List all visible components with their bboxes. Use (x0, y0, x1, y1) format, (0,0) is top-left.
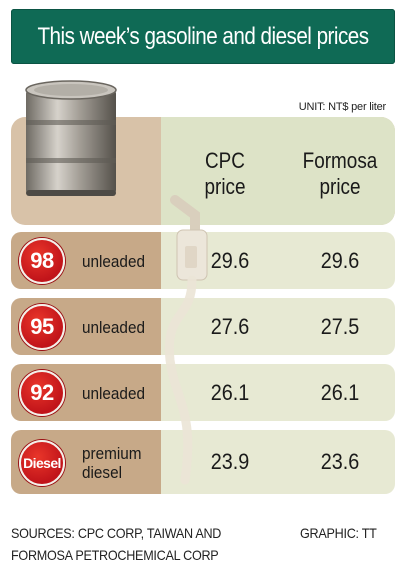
octane-92-badge: 92 (19, 370, 65, 416)
fuel-pump-icon (164, 195, 208, 485)
formosa-price-92: 26.1 (320, 380, 360, 405)
formosa-price-diesel: 23.6 (320, 449, 360, 474)
cpc-price-diesel: 23.9 (210, 449, 250, 474)
grade-label: unleaded (82, 384, 145, 403)
title-bar: This week’s gasoline and diesel prices (11, 9, 395, 64)
row-value-cell (161, 430, 395, 494)
grade-label: premium diesel (82, 444, 142, 482)
sources-note: SOURCES: CPC CORP, TAIWAN AND FORMOSA PE… (11, 525, 222, 563)
graphic-credit: GRAPHIC: TT (300, 525, 377, 541)
cpc-price-92: 26.1 (210, 380, 250, 405)
octane-95-badge: 95 (19, 304, 65, 350)
octane-98-badge: 98 (19, 238, 65, 284)
oil-barrel-icon (25, 80, 117, 196)
cpc-price-98: 29.6 (210, 248, 250, 273)
column-header-cpc: CPC price (204, 148, 246, 199)
column-header-formosa: Formosa price (302, 148, 378, 199)
diesel-badge: Diesel (19, 440, 65, 486)
row-value-cell (161, 364, 395, 421)
cpc-price-95: 27.6 (210, 314, 250, 339)
chart-title: This week’s gasoline and diesel prices (37, 22, 369, 50)
formosa-price-95: 27.5 (320, 314, 360, 339)
header-panel-right (161, 117, 395, 225)
grade-label: unleaded (82, 252, 145, 271)
row-value-cell (161, 298, 395, 355)
grade-label: unleaded (82, 318, 145, 337)
formosa-price-98: 29.6 (320, 248, 360, 273)
unit-label: UNIT: NT$ per liter (298, 101, 386, 113)
